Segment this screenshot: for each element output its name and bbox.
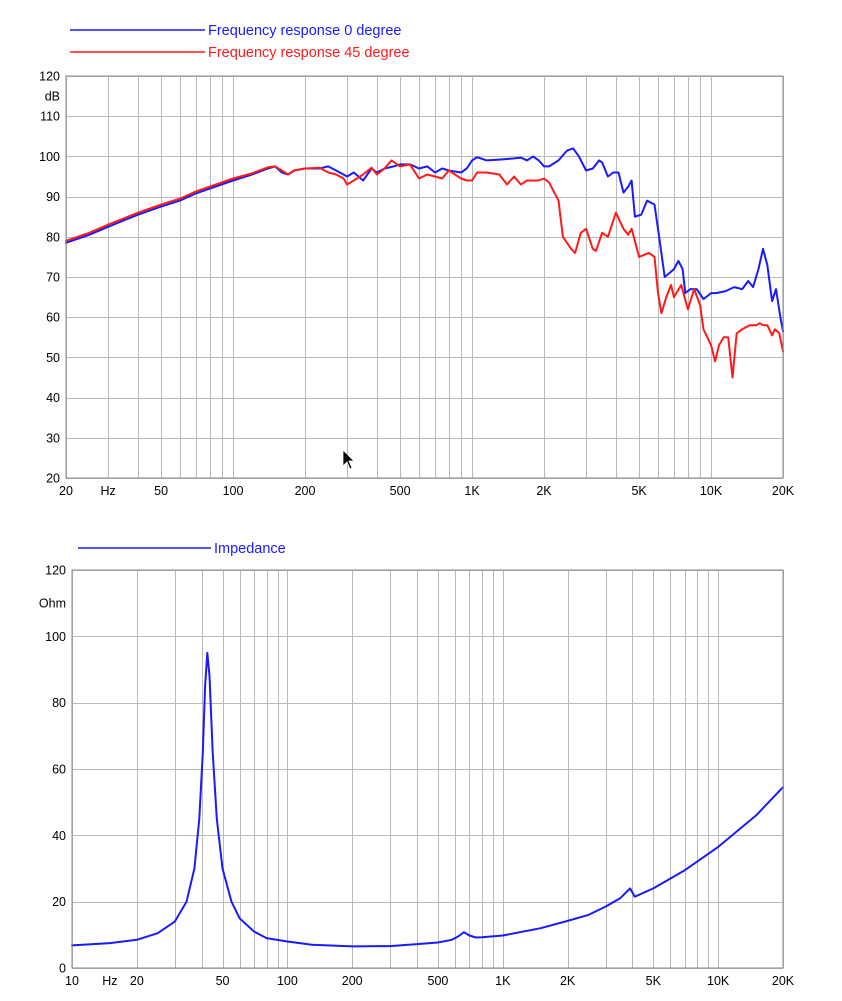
y-tick-label: 80 (52, 696, 66, 710)
y-tick-label: 20 (52, 895, 66, 909)
x-tick-label: 500 (428, 974, 449, 988)
x-tick-label: 500 (390, 484, 411, 498)
x-tick-label: 5K (631, 484, 647, 498)
legend-label-0-degree: Frequency response 0 degree (208, 23, 401, 39)
x-tick-label: 50 (154, 484, 168, 498)
x-tick-label: 10 (65, 974, 79, 988)
x-tick-label: 20 (130, 974, 144, 988)
impedance-series (71, 651, 784, 948)
y-tick-label: 80 (46, 230, 60, 244)
x-tick-label: Hz (100, 484, 115, 498)
frequency-response-chart: 20 Hz 50 100 200 500 1K 2K 5K 10K 20K 120 dB 110 100 9… (39, 23, 795, 498)
x-tick-label: 100 (277, 974, 298, 988)
x-tick-label: 1K (464, 484, 480, 498)
x-tick-label: 5K (646, 974, 662, 988)
y-tick-label: 40 (46, 391, 60, 405)
y-tick-label: 50 (46, 351, 60, 365)
impedance-series-line-0 (71, 651, 784, 948)
y-tick-label: 90 (46, 190, 60, 204)
frequency-response-y-tick-labels: 120 dB 110 100 90 80 70 60 50 40 30 20 (39, 70, 60, 486)
y-tick-label: Ohm (39, 597, 66, 611)
y-tick-label: 120 (45, 564, 66, 578)
y-tick-label: 20 (46, 472, 60, 486)
frequency-response-series-line-1 (65, 159, 784, 379)
y-tick-label: 30 (46, 431, 60, 445)
x-tick-label: Hz (102, 974, 117, 988)
y-tick-label: 60 (52, 763, 66, 777)
impedance-x-tick-labels: 10 Hz 20 50 100 200 500 1K 2K 5K 10K 20K (65, 974, 795, 988)
impedance-chart: 10 Hz 20 50 100 200 500 1K 2K 5K 10K 20K 120Ohm1008… (39, 541, 795, 988)
x-tick-label: 2K (536, 484, 552, 498)
y-tick-label: 110 (40, 110, 60, 124)
legend-label-45-degree: Frequency response 45 degree (208, 45, 410, 61)
x-tick-label: 2K (560, 974, 576, 988)
mouse-cursor-icon (342, 449, 355, 470)
y-tick-label: 100 (39, 150, 60, 164)
impedance-legend: Impedance (78, 541, 286, 557)
y-tick-label: 60 (46, 311, 60, 325)
y-tick-label: dB (45, 90, 60, 104)
x-tick-label: 200 (295, 484, 316, 498)
y-tick-label: 40 (52, 829, 66, 843)
y-tick-label: 120 (39, 70, 60, 84)
y-tick-label: 100 (45, 630, 66, 644)
y-tick-label: 0 (59, 962, 66, 976)
frequency-response-grid (66, 76, 784, 479)
x-tick-label: 100 (223, 484, 244, 498)
x-tick-label: 20K (772, 484, 795, 498)
frequency-response-legend: Frequency response 0 degree Frequency re… (70, 23, 410, 61)
y-tick-label: 70 (46, 271, 60, 285)
x-tick-label: 10K (700, 484, 723, 498)
x-tick-label: 1K (495, 974, 511, 988)
x-tick-label: 20K (772, 974, 795, 988)
impedance-plot-frame (71, 569, 784, 969)
impedance-y-tick-labels: 120 Ohm 100 80 60 40 20 0 (39, 564, 66, 976)
frequency-response-series (65, 147, 784, 379)
legend-label-impedance: Impedance (214, 541, 286, 557)
x-tick-label: 10K (707, 974, 730, 988)
x-tick-label: 20 (59, 484, 73, 498)
x-tick-label: 200 (342, 974, 363, 988)
impedance-grid (72, 570, 784, 969)
frequency-response-plot-frame (65, 75, 784, 479)
frequency-response-x-tick-labels: 20 Hz 50 100 200 500 1K 2K 5K 10K 20K (59, 484, 795, 498)
x-tick-label: 50 (216, 974, 230, 988)
